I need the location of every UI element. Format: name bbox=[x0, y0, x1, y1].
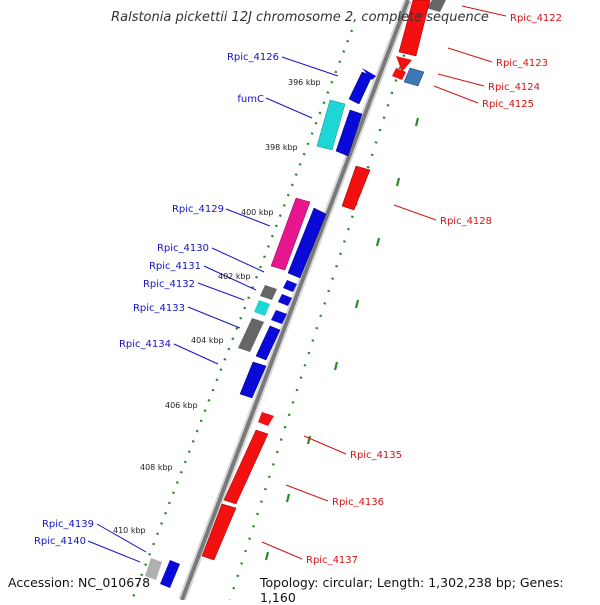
kbp-tick: 400 kbp bbox=[241, 208, 274, 217]
gene-label[interactable]: Rpic_4139 bbox=[42, 519, 94, 530]
gene-Rpic_4133[interactable] bbox=[271, 310, 287, 324]
gene-fumC[interactable] bbox=[316, 99, 346, 151]
gene-Rpic_4129-partner[interactable] bbox=[287, 207, 327, 279]
gene-Rpic_4135[interactable] bbox=[258, 412, 274, 426]
kbp-tick: 408 kbp bbox=[140, 463, 173, 472]
gene-forward-406[interactable] bbox=[239, 361, 267, 399]
gene-Rpic_4122[interactable] bbox=[426, 0, 446, 12]
kbp-tick: 404 kbp bbox=[191, 336, 224, 345]
gene-Rpic_4128[interactable] bbox=[341, 165, 371, 211]
gene-label[interactable]: Rpic_4131 bbox=[149, 261, 201, 272]
forward-genes bbox=[145, 68, 376, 588]
gene-label[interactable]: Rpic_4125 bbox=[482, 99, 534, 110]
gene-Rpic_4129[interactable] bbox=[270, 197, 311, 271]
gene-Rpic_4124[interactable] bbox=[392, 68, 406, 80]
gene-Rpic_4132[interactable] bbox=[254, 300, 270, 316]
chromosome-backbone-core bbox=[180, 0, 410, 600]
gene-label[interactable]: Rpic_4130 bbox=[157, 243, 209, 254]
gene-Rpic_4134-partner[interactable] bbox=[255, 325, 281, 361]
gene-labels-right: Rpic_4122 Rpic_4123 Rpic_4124 Rpic_4125 … bbox=[306, 13, 562, 566]
kbp-tick: 406 kbp bbox=[165, 401, 198, 410]
gene-label[interactable]: Rpic_4128 bbox=[440, 216, 492, 227]
gene-Rpic_4136[interactable] bbox=[223, 429, 269, 505]
gene-label[interactable]: Rpic_4129 bbox=[172, 204, 224, 215]
gene-Rpic_4137[interactable] bbox=[201, 503, 237, 561]
accession-text: Accession: NC_010678 bbox=[8, 575, 151, 590]
gene-Rpic_4134[interactable] bbox=[238, 318, 264, 352]
gene-label[interactable]: Rpic_4122 bbox=[510, 13, 562, 24]
gene-label[interactable]: Rpic_4140 bbox=[34, 536, 86, 547]
summary-text: Topology: circular; Length: 1,302,238 bp… bbox=[260, 575, 564, 605]
guide-line-left bbox=[130, 29, 354, 600]
gene-label[interactable]: Rpic_4134 bbox=[119, 339, 171, 350]
gene-label[interactable]: Rpic_4137 bbox=[306, 555, 358, 566]
gene-Rpic_4125[interactable] bbox=[403, 67, 425, 87]
kbp-tick-labels: 396 kbp 398 kbp 400 kbp 402 kbp 404 kbp … bbox=[113, 78, 321, 535]
map-title: Ralstonia pickettii 12J chromosome 2, co… bbox=[111, 10, 489, 25]
kbp-tick: 398 kbp bbox=[265, 143, 298, 152]
gene-label[interactable]: Rpic_4124 bbox=[488, 82, 540, 93]
gene-Rpic_4131-partner[interactable] bbox=[278, 294, 292, 306]
right-track-ticks bbox=[264, 117, 420, 561]
gene-label[interactable]: Rpic_4126 bbox=[227, 52, 279, 63]
leader-lines-right bbox=[261, 5, 507, 560]
gene-Rpic_4130[interactable] bbox=[283, 280, 297, 292]
kbp-tick: 396 kbp bbox=[288, 78, 321, 87]
gene-label[interactable]: Rpic_4135 bbox=[350, 450, 402, 461]
gene-label[interactable]: Rpic_4136 bbox=[332, 497, 384, 508]
leader-lines-left bbox=[87, 56, 339, 563]
reverse-genes bbox=[201, 0, 446, 561]
gene-Rpic_4140[interactable] bbox=[160, 560, 180, 588]
gene-labels-left: Rpic_4126 fumC Rpic_4129 Rpic_4130 Rpic_… bbox=[34, 52, 279, 547]
kbp-tick: 402 kbp bbox=[218, 272, 251, 281]
gene-label[interactable]: Rpic_4123 bbox=[496, 58, 548, 69]
gene-label[interactable]: Rpic_4132 bbox=[143, 279, 195, 290]
gene-Rpic_4139[interactable] bbox=[145, 558, 162, 580]
gene-Rpic_4126-head[interactable] bbox=[362, 68, 376, 80]
gene-Rpic_4123-tip[interactable] bbox=[396, 56, 412, 72]
kbp-tick: 410 kbp bbox=[113, 526, 146, 535]
gene-fumC-partner[interactable] bbox=[335, 109, 363, 157]
gene-Rpic_4131[interactable] bbox=[260, 285, 277, 300]
gene-label[interactable]: fumC bbox=[237, 94, 264, 105]
guide-line-right bbox=[228, 29, 414, 600]
gene-label[interactable]: Rpic_4133 bbox=[133, 303, 185, 314]
gene-Rpic_4123[interactable] bbox=[398, 0, 431, 57]
